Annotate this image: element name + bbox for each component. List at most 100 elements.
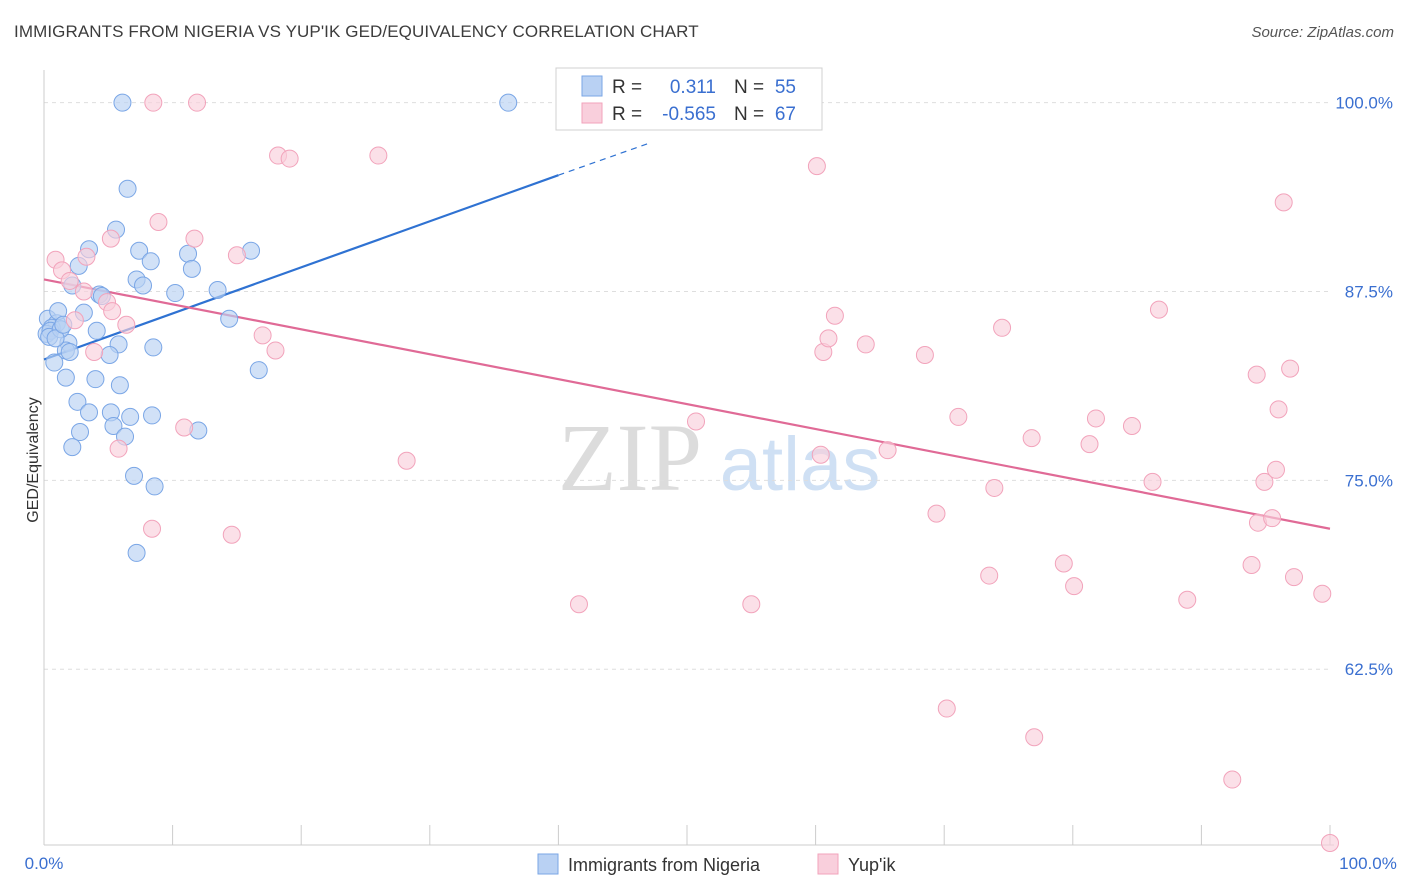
point-nigeria-13 xyxy=(134,276,153,295)
stats-legend-swatch-nigeria xyxy=(581,75,603,97)
point-nigeria-15 xyxy=(208,281,227,300)
y-axis-label: GED/Equivalency xyxy=(25,397,42,522)
stats-legend-n-value-1: 55 xyxy=(775,77,796,98)
legend-label-nigeria: Immigrants from Nigeria xyxy=(568,855,761,875)
point-nigeria-6 xyxy=(179,244,198,263)
point-yupik-61 xyxy=(742,595,761,614)
legend-swatch-yupik xyxy=(817,853,839,875)
point-yupik-35 xyxy=(1269,400,1288,419)
point-yupik-36 xyxy=(1022,429,1041,448)
point-yupik-64 xyxy=(1223,770,1242,789)
point-nigeria-52 xyxy=(46,329,65,348)
point-yupik-58 xyxy=(1313,584,1332,603)
stats-legend-r-value-1: 0.311 xyxy=(670,77,716,98)
point-yupik-0 xyxy=(144,93,163,112)
legend-swatch-nigeria xyxy=(537,853,559,875)
x-tick-label-left: 0.0% xyxy=(25,854,64,873)
point-nigeria-5 xyxy=(130,241,149,260)
point-yupik-48 xyxy=(927,504,946,523)
point-nigeria-39 xyxy=(104,416,123,435)
point-yupik-44 xyxy=(985,478,1004,497)
stats-legend-r-label-2: R = xyxy=(612,104,642,125)
point-yupik-5 xyxy=(807,157,826,176)
point-nigeria-0 xyxy=(113,93,132,112)
stats-legend-r-label-1: R = xyxy=(612,77,642,98)
y-tick-label-1: 87.5% xyxy=(1345,283,1393,302)
point-nigeria-28 xyxy=(100,345,119,364)
stats-legend-r-value-2: -0.565 xyxy=(662,104,716,125)
point-yupik-7 xyxy=(149,213,168,232)
y-tick-label-2: 75.0% xyxy=(1345,471,1393,490)
x-tick-label-right: 100.0% xyxy=(1339,854,1397,873)
trendline-yupik xyxy=(43,278,1331,530)
stats-legend: R = 0.311 N = 55 R = -0.565 N = 67 xyxy=(555,67,823,131)
point-yupik-13 xyxy=(227,246,246,265)
point-nigeria-33 xyxy=(86,370,105,389)
point-yupik-8 xyxy=(185,229,204,248)
point-nigeria-24 xyxy=(87,321,106,340)
point-nigeria-36 xyxy=(68,392,87,411)
point-yupik-43 xyxy=(878,441,897,460)
point-yupik-23 xyxy=(253,326,272,345)
watermark-zip: ZIP xyxy=(558,404,702,511)
point-nigeria-34 xyxy=(110,376,129,395)
y-tick-label-3: 62.5% xyxy=(1345,660,1393,679)
point-nigeria-40 xyxy=(121,407,140,426)
y-tick-label-0: 100.0% xyxy=(1335,94,1393,113)
point-yupik-30 xyxy=(1247,365,1266,384)
point-nigeria-46 xyxy=(125,466,144,485)
point-yupik-4 xyxy=(369,146,388,165)
axes xyxy=(43,70,1334,846)
point-yupik-14 xyxy=(60,271,79,290)
point-yupik-3 xyxy=(280,149,299,168)
point-yupik-54 xyxy=(980,566,999,585)
point-yupik-52 xyxy=(222,525,241,544)
point-yupik-40 xyxy=(109,439,128,458)
point-nigeria-47 xyxy=(145,477,164,496)
point-nigeria-31 xyxy=(45,353,64,372)
chart-title: IMMIGRANTS FROM NIGERIA VS YUP'IK GED/EQ… xyxy=(14,22,699,41)
point-nigeria-29 xyxy=(144,338,163,357)
point-yupik-6 xyxy=(1274,193,1293,212)
point-nigeria-32 xyxy=(56,368,75,387)
point-yupik-31 xyxy=(1281,359,1300,378)
stats-legend-swatch-yupik xyxy=(581,102,603,124)
point-yupik-63 xyxy=(1025,728,1044,747)
point-yupik-19 xyxy=(117,315,136,334)
point-nigeria-45 xyxy=(63,438,82,457)
point-nigeria-14 xyxy=(166,284,185,303)
point-nigeria-1 xyxy=(499,93,518,112)
point-nigeria-10 xyxy=(182,259,201,278)
point-yupik-45 xyxy=(1143,472,1162,491)
point-yupik-22 xyxy=(1149,300,1168,319)
point-yupik-33 xyxy=(949,407,968,426)
point-yupik-42 xyxy=(811,445,830,464)
point-yupik-50 xyxy=(1263,509,1282,528)
point-yupik-17 xyxy=(103,302,122,321)
tick-labels: 100.0% 87.5% 75.0% 62.5% 0.0% 100.0% xyxy=(25,94,1397,873)
series-legend: Immigrants from Nigeria Yup'ik xyxy=(537,853,896,875)
point-yupik-39 xyxy=(175,418,194,437)
point-yupik-57 xyxy=(1284,568,1303,587)
legend-label-yupik: Yup'ik xyxy=(848,855,896,875)
point-nigeria-41 xyxy=(143,406,162,425)
point-yupik-15 xyxy=(74,282,93,301)
point-yupik-24 xyxy=(266,341,285,360)
point-yupik-20 xyxy=(825,306,844,325)
point-yupik-65 xyxy=(1321,834,1339,852)
point-yupik-32 xyxy=(687,412,706,431)
point-yupik-9 xyxy=(101,229,120,248)
point-yupik-34 xyxy=(1086,409,1105,428)
point-nigeria-2 xyxy=(118,179,137,198)
point-yupik-41 xyxy=(397,451,416,470)
point-yupik-12 xyxy=(77,247,96,266)
stats-legend-n-label-1: N = xyxy=(734,77,764,98)
point-yupik-62 xyxy=(937,699,956,718)
point-nigeria-37 xyxy=(80,403,99,422)
point-yupik-47 xyxy=(1266,460,1285,479)
point-nigeria-35 xyxy=(249,361,268,380)
point-yupik-38 xyxy=(1122,416,1141,435)
point-yupik-37 xyxy=(1080,435,1099,454)
point-yupik-55 xyxy=(1065,577,1084,596)
